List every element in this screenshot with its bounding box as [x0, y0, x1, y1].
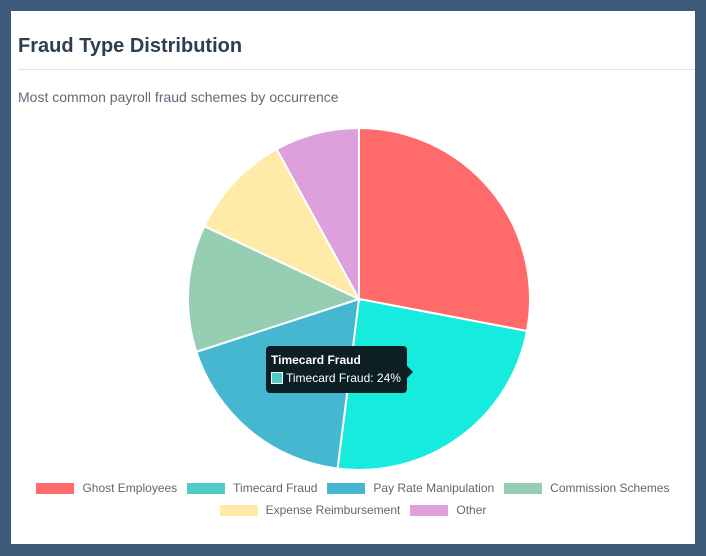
card-title: Fraud Type Distribution [18, 35, 243, 57]
legend-label: Other [456, 503, 487, 517]
legend-item-expense-reimbursement[interactable]: Expense Reimbursement [219, 503, 401, 517]
tooltip-swatch [271, 372, 283, 384]
pie-slice-other[interactable] [275, 126, 360, 300]
legend-item-other[interactable]: Other [410, 503, 486, 517]
chart-card: Fraud Type Distribution Most common payr… [11, 11, 695, 544]
tooltip-body: Timecard Fraud: 24% [286, 371, 401, 385]
legend-item-commission-schemes[interactable]: Commission Schemes [504, 481, 670, 495]
legend-swatch [187, 482, 226, 494]
pie-slice-ghost-employees[interactable] [358, 126, 531, 333]
pie-slice-commission-schemes[interactable] [187, 224, 362, 354]
legend-item-timecard-fraud[interactable]: Timecard Fraud [187, 481, 317, 495]
legend-swatch [504, 482, 543, 494]
tooltip-title: Timecard Fraud [271, 353, 361, 367]
title-divider [18, 69, 695, 70]
legend-swatch [410, 504, 449, 516]
legend-item-ghost-employees[interactable]: Ghost Employees [36, 481, 177, 495]
pie-slice-expense-reimbursement[interactable] [202, 147, 362, 302]
chart-tooltip: Timecard Fraud Timecard Fraud: 24% [266, 346, 413, 393]
pie-slice-timecard-fraud[interactable] [336, 297, 529, 471]
legend-label: Expense Reimbursement [265, 503, 401, 517]
legend-label: Commission Schemes [550, 481, 670, 495]
legend-row-2: Expense Reimbursement Other [11, 499, 695, 521]
legend-swatch [327, 482, 366, 494]
legend-label: Timecard Fraud [233, 481, 318, 495]
legend-swatch [219, 504, 258, 516]
legend-label: Pay Rate Manipulation [373, 481, 495, 495]
legend-swatch [36, 482, 75, 494]
legend-label: Ghost Employees [82, 481, 178, 495]
card-subtitle: Most common payroll fraud schemes by occ… [18, 89, 339, 105]
chart-legend: Ghost Employees Timecard Fraud Pay Rate … [11, 477, 695, 521]
legend-item-pay-rate-manipulation[interactable]: Pay Rate Manipulation [327, 481, 494, 495]
legend-row-1: Ghost Employees Timecard Fraud Pay Rate … [11, 477, 695, 499]
pie-chart [187, 126, 531, 471]
